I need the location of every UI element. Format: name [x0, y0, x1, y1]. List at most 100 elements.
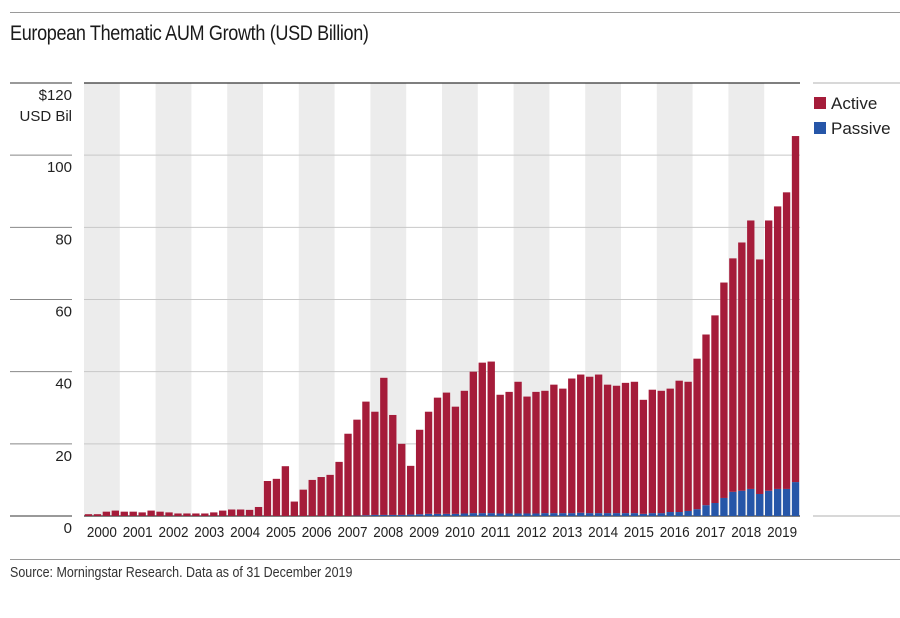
source-note: Source: Morningstar Research. Data as of…: [10, 565, 353, 581]
bar-active: [487, 361, 495, 514]
bar-passive: [773, 488, 782, 516]
bar-active: [93, 514, 102, 516]
bar-passive: [451, 513, 460, 516]
bar-passive: [648, 513, 656, 516]
bar-active: [532, 391, 540, 514]
bar-passive: [675, 512, 683, 516]
bar-active: [165, 512, 173, 516]
bar-active: [290, 501, 298, 516]
bottom-rule: [10, 559, 900, 560]
bar-active: [594, 374, 603, 514]
bar-active: [380, 377, 388, 515]
bar-passive: [577, 512, 585, 516]
x-tick-label: 2008: [373, 524, 403, 541]
x-tick-label: 2012: [517, 524, 547, 541]
bar-active: [514, 381, 522, 514]
x-tick-label: 2001: [123, 524, 153, 541]
bar-passive: [621, 513, 630, 516]
bar-passive: [371, 514, 379, 516]
bar-active: [281, 466, 290, 516]
bar-active: [308, 479, 316, 516]
bar-passive: [505, 513, 513, 516]
bar-passive: [568, 513, 576, 516]
bar-passive: [478, 513, 486, 516]
bar-passive: [657, 513, 665, 516]
bar-active: [747, 220, 755, 489]
bar-passive: [523, 513, 531, 516]
chart-title: European Thematic AUM Growth (USD Billio…: [10, 22, 369, 45]
bar-passive: [666, 512, 674, 516]
bar-active: [335, 461, 343, 516]
bar-active: [263, 480, 272, 516]
bar-active: [272, 478, 281, 516]
y-tick-label: 60: [55, 304, 72, 321]
bar-passive: [720, 497, 728, 516]
bar-passive: [380, 514, 388, 516]
bar-passive: [541, 513, 549, 516]
bar-active: [630, 381, 639, 514]
bar-active: [756, 259, 764, 494]
bar-passive: [729, 491, 737, 516]
legend-swatch-passive: [814, 122, 826, 134]
bar-active: [621, 382, 630, 514]
bar-active: [791, 136, 800, 483]
bar-active: [559, 388, 567, 514]
bar-passive: [693, 509, 701, 516]
x-tick-label: 2005: [266, 524, 296, 541]
bar-passive: [702, 505, 710, 516]
bar-passive: [433, 513, 442, 516]
bar-active: [84, 514, 93, 516]
bar-passive: [612, 513, 621, 516]
bar-active: [469, 371, 477, 514]
bar-passive: [460, 513, 469, 516]
bar-active: [299, 489, 307, 516]
bar-active: [398, 443, 406, 515]
bar-passive: [756, 493, 764, 516]
bar-active: [138, 512, 146, 516]
bar-active: [192, 513, 200, 516]
bar-active: [371, 411, 379, 515]
bar-passive: [586, 513, 594, 516]
bar-passive: [487, 513, 495, 516]
bar-active: [111, 510, 119, 516]
bar-active: [245, 509, 254, 516]
legend-label-active: Active: [831, 94, 877, 113]
x-tick-label: 2013: [552, 524, 582, 541]
bar-passive: [469, 513, 477, 516]
bar-active: [460, 390, 469, 514]
x-tick-label: 2014: [588, 524, 618, 541]
bar-passive: [684, 510, 692, 516]
bar-passive: [594, 513, 603, 516]
bar-active: [729, 258, 737, 492]
bar-active: [675, 380, 683, 513]
bar-active: [711, 315, 719, 504]
bar-active: [505, 391, 513, 514]
y-axis: 0 20 40 60 80 100 $120 USD Bil: [10, 82, 72, 537]
bar-active: [317, 477, 325, 516]
bar-passive: [415, 514, 424, 516]
bar-passive: [603, 513, 612, 516]
bar-active: [496, 394, 504, 514]
bar-active: [612, 385, 621, 514]
bar-active: [738, 242, 746, 491]
y-tick-label: $120: [39, 87, 72, 104]
bar-active: [550, 384, 558, 514]
bar-active: [174, 513, 182, 516]
bar-passive: [738, 490, 746, 516]
bar-active: [424, 411, 433, 514]
bar-active: [183, 513, 191, 516]
x-tick-label: 2018: [731, 524, 761, 541]
bar-passive: [639, 513, 648, 516]
bar-active: [603, 384, 612, 514]
bar-passive: [424, 513, 433, 516]
bar-active: [442, 392, 451, 514]
bar-active: [541, 390, 549, 514]
x-tick-label: 2019: [767, 524, 797, 541]
bar-active: [451, 406, 460, 514]
bar-active: [586, 376, 594, 514]
bar-active: [782, 192, 791, 489]
bar-active: [720, 282, 728, 498]
x-tick-label: 2002: [159, 524, 189, 541]
x-tick-label: 2015: [624, 524, 654, 541]
